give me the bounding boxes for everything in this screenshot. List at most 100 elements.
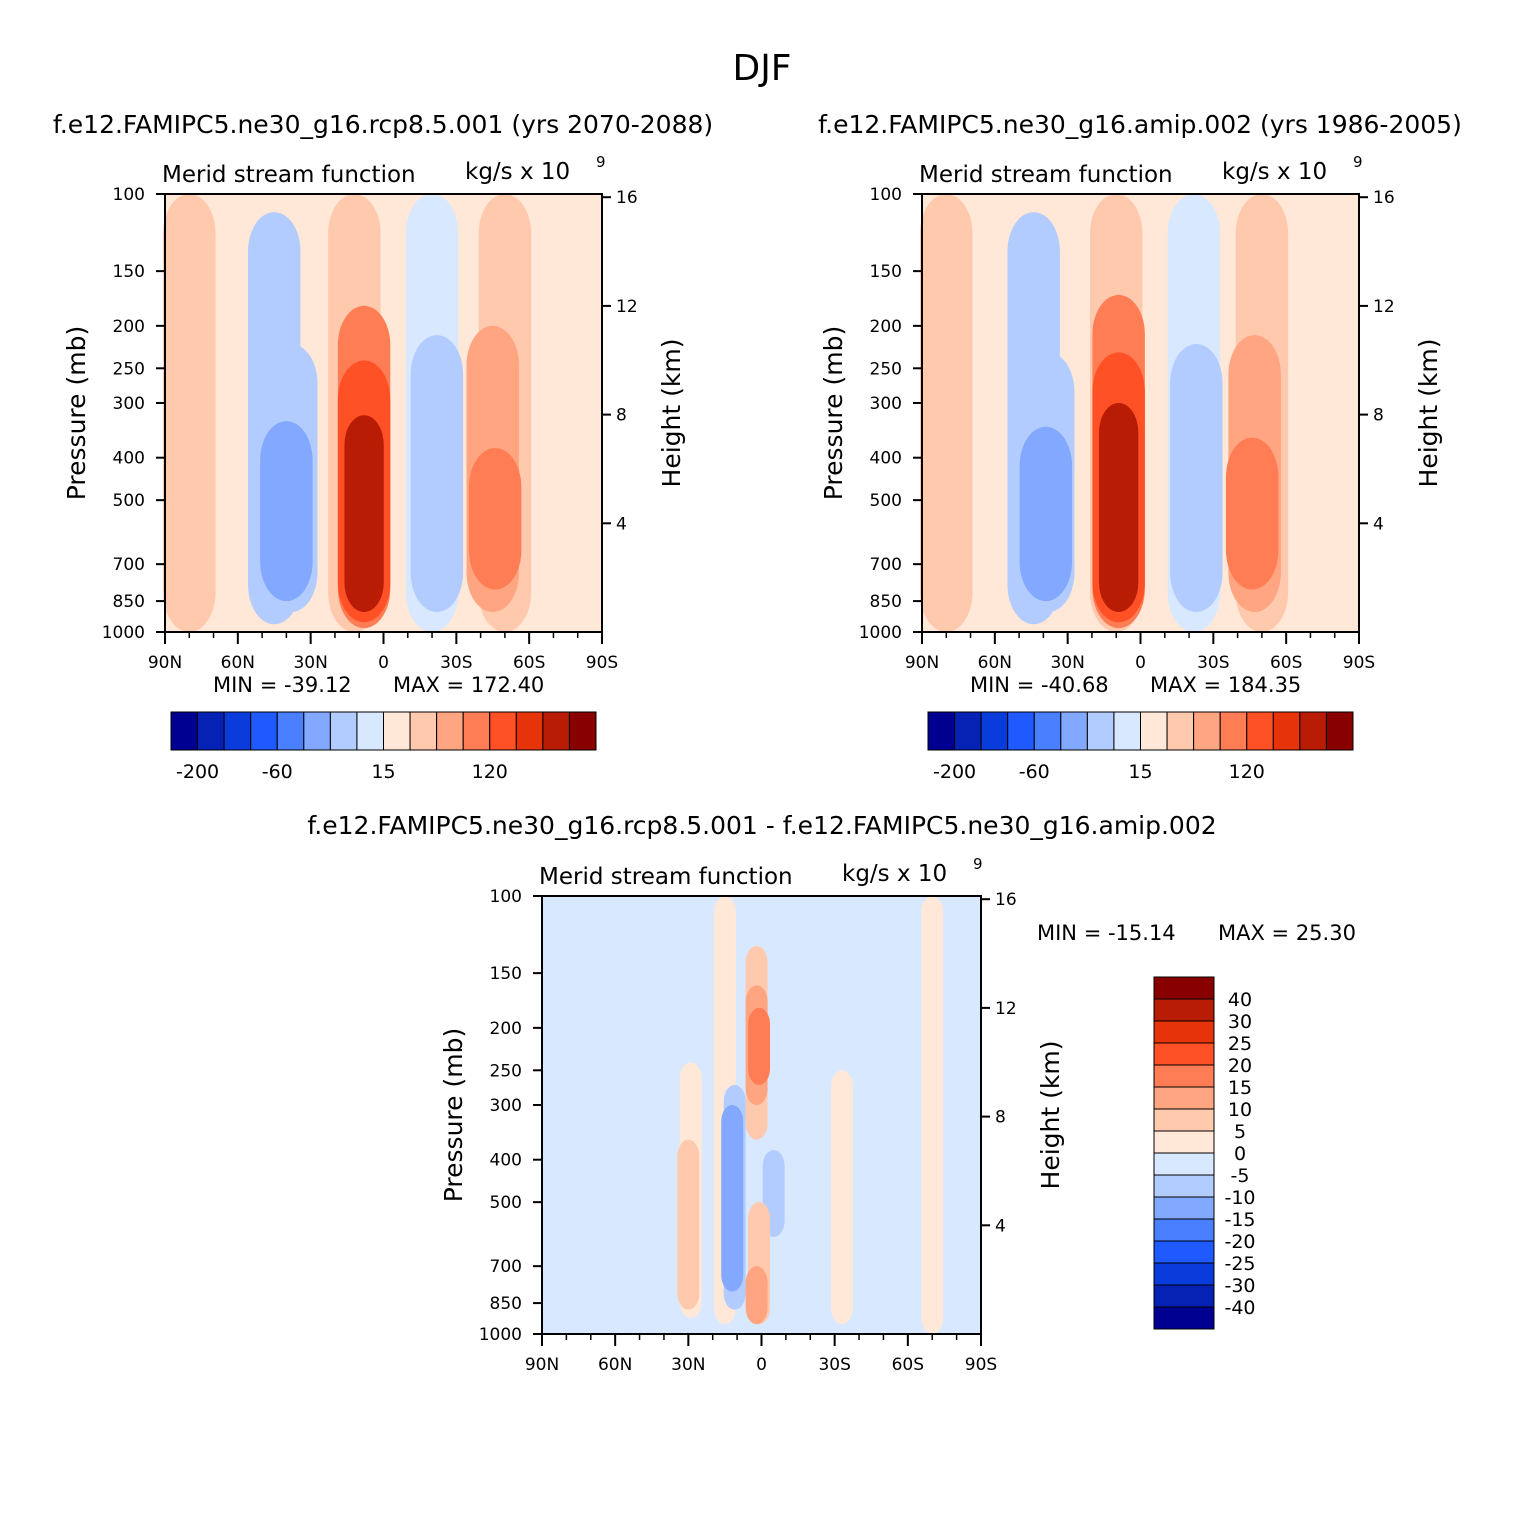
left-string: Merid stream function: [919, 162, 1173, 188]
colorbar-box-15: [1325, 711, 1354, 751]
contour-region-0: [920, 194, 973, 632]
ytick-label-100: 100: [113, 185, 145, 205]
colorbar-box-13: [1272, 711, 1301, 751]
right-string-units: kg/s x 10: [465, 159, 570, 185]
ytick-label-250: 250: [113, 359, 145, 379]
ytick-right-label-16: 16: [616, 188, 638, 208]
colorbar-box-8: [1153, 1152, 1215, 1176]
y-axis-label: Pressure (mb): [819, 326, 848, 500]
colorbar-label-13: -30: [1224, 1275, 1255, 1297]
xtick-label-6: 90S: [965, 1355, 997, 1375]
y-axis-right-label: Height (km): [1414, 339, 1443, 488]
ytick-label-400: 400: [490, 1151, 522, 1171]
contour-region-8: [721, 1104, 744, 1292]
colorbar-label-4: 15: [1228, 1077, 1252, 1099]
y-axis-label: Pressure (mb): [439, 1028, 468, 1202]
ytick-label-400: 400: [113, 449, 145, 469]
xtick-label-5: 60S: [892, 1355, 924, 1375]
colorbar-label-2: 15: [1128, 761, 1152, 783]
ytick-right-label-16: 16: [1373, 188, 1395, 208]
colorbar-label-1: -60: [262, 761, 293, 783]
xtick-label-6: 90S: [1343, 653, 1375, 673]
max-label: MAX = 184.35: [1150, 673, 1301, 697]
colorbar-box-11: [1153, 1218, 1215, 1242]
colorbar-box-4: [1033, 711, 1062, 751]
contour-region-3: [260, 421, 313, 602]
colorbar-box-7: [356, 711, 384, 751]
left-string: Merid stream function: [162, 162, 416, 188]
xtick-label-0: 90N: [905, 653, 939, 673]
ytick-right-label-12: 12: [616, 297, 638, 317]
xtick-label-1: 60N: [221, 653, 255, 673]
ytick-right-label-4: 4: [995, 1216, 1006, 1236]
colorbar-box-6: [329, 711, 358, 751]
colorbar-label-2: 15: [371, 761, 395, 783]
xtick-label-1: 60N: [978, 653, 1012, 673]
colorbar-box-15: [568, 711, 597, 751]
colorbar-box-1: [954, 711, 982, 751]
ytick-right-label-4: 4: [616, 514, 627, 534]
xtick-label-2: 30N: [671, 1355, 705, 1375]
xtick-label-2: 30N: [1050, 653, 1084, 673]
xtick-label-3: 0: [756, 1355, 767, 1375]
ytick-label-1000: 1000: [859, 623, 902, 643]
colorbar-box-1: [197, 711, 225, 751]
ytick-label-500: 500: [490, 1193, 522, 1213]
ytick-right-label-12: 12: [1373, 297, 1395, 317]
colorbar-label-7: 0: [1234, 1143, 1246, 1165]
ytick-label-250: 250: [870, 359, 902, 379]
colorbar-label-3: 120: [1229, 761, 1265, 783]
ytick-label-200: 200: [113, 317, 145, 337]
colorbar-box-10: [1193, 711, 1221, 751]
colorbar-box-3: [1153, 1042, 1215, 1066]
ytick-right-label-4: 4: [1373, 514, 1384, 534]
colorbar-box-10: [1153, 1196, 1215, 1220]
colorbar-box-12: [489, 711, 517, 751]
colorbar-box-14: [1153, 1284, 1215, 1308]
right-string-units: kg/s x 10: [842, 861, 947, 887]
colorbar-box-5: [1153, 1086, 1215, 1110]
colorbar-label-5: 10: [1228, 1099, 1252, 1121]
xtick-label-0: 90N: [525, 1355, 559, 1375]
colorbar-box-2: [980, 711, 1009, 751]
colorbar-label-0: -200: [176, 761, 219, 783]
xtick-label-2: 30N: [293, 653, 327, 673]
contour-region-9: [410, 335, 464, 612]
xtick-label-0: 90N: [148, 653, 182, 673]
ytick-label-400: 400: [870, 449, 902, 469]
min-label: MIN = -15.14: [1037, 921, 1176, 945]
ytick-label-200: 200: [870, 317, 902, 337]
ytick-label-150: 150: [113, 262, 145, 282]
right-string-exponent: 9: [596, 153, 606, 171]
colorbar-box-13: [515, 711, 544, 751]
ytick-label-150: 150: [490, 964, 522, 984]
colorbar-label-12: -25: [1224, 1253, 1255, 1275]
colorbar-box-14: [542, 711, 570, 751]
y-axis-label: Pressure (mb): [62, 326, 91, 500]
ytick-right-label-8: 8: [995, 1108, 1006, 1128]
y-axis-right-label: Height (km): [657, 339, 686, 488]
contour-region-7: [1098, 402, 1139, 612]
panel-title-diff: f.e12.FAMIPC5.ne30_g16.rcp8.5.001 - f.e1…: [307, 811, 1216, 840]
ytick-right-label-16: 16: [995, 890, 1017, 910]
ytick-label-300: 300: [490, 1096, 522, 1116]
contour-region-6: [677, 1139, 700, 1310]
contour-region-12: [468, 447, 522, 590]
y-axis-right-label: Height (km): [1036, 1041, 1065, 1190]
ytick-label-100: 100: [870, 185, 902, 205]
colorbar-box-9: [409, 711, 438, 751]
colorbar-box-10: [436, 711, 464, 751]
ytick-label-500: 500: [870, 491, 902, 511]
xtick-label-1: 60N: [598, 1355, 632, 1375]
colorbar-box-11: [462, 711, 491, 751]
page-title: DJF: [732, 48, 791, 89]
colorbar-box-8: [1140, 711, 1168, 751]
ytick-label-150: 150: [870, 262, 902, 282]
colorbar-box-3: [1007, 711, 1035, 751]
colorbar-box-2: [223, 711, 252, 751]
colorbar-label-1: -60: [1019, 761, 1050, 783]
xtick-label-4: 30S: [440, 653, 472, 673]
max-label: MAX = 25.30: [1218, 921, 1356, 945]
panel-title-amip: f.e12.FAMIPC5.ne30_g16.amip.002 (yrs 198…: [818, 110, 1462, 139]
ytick-label-700: 700: [113, 555, 145, 575]
